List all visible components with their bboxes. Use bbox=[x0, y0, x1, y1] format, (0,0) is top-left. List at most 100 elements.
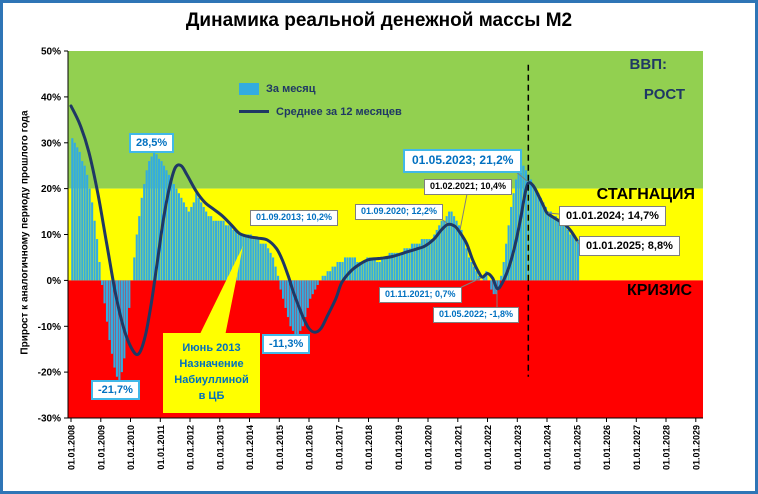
bar bbox=[262, 243, 265, 281]
legend-item-monthly: За месяц bbox=[239, 80, 402, 97]
bar bbox=[448, 211, 451, 281]
bar bbox=[103, 280, 106, 304]
bar bbox=[577, 240, 580, 281]
bar bbox=[291, 280, 294, 331]
bar bbox=[101, 280, 104, 285]
bar bbox=[376, 262, 379, 281]
bar bbox=[574, 239, 577, 281]
bar bbox=[356, 262, 359, 281]
bar bbox=[445, 216, 448, 281]
bar bbox=[93, 220, 96, 281]
bar bbox=[153, 149, 156, 281]
bar bbox=[458, 225, 461, 281]
bar bbox=[222, 220, 225, 281]
bar bbox=[366, 257, 369, 281]
bar bbox=[475, 271, 478, 281]
bar bbox=[440, 220, 443, 281]
x-tick-label: 01.01.2025 bbox=[572, 425, 582, 470]
bar bbox=[529, 179, 532, 281]
bar bbox=[269, 252, 272, 281]
bar bbox=[88, 188, 91, 281]
bar bbox=[197, 197, 200, 281]
bar bbox=[324, 275, 327, 281]
annotation-leader bbox=[459, 193, 468, 231]
bar bbox=[76, 147, 79, 281]
legend-line-swatch-icon bbox=[239, 110, 269, 113]
bar bbox=[81, 161, 84, 281]
legend-label-monthly: За месяц bbox=[266, 82, 316, 95]
bar bbox=[477, 275, 480, 281]
annotation-leader bbox=[576, 240, 580, 245]
bar bbox=[316, 280, 319, 285]
bar bbox=[346, 257, 349, 281]
bar bbox=[306, 280, 309, 308]
bar bbox=[301, 280, 304, 327]
x-tick-label: 01.01.2020 bbox=[424, 425, 434, 470]
bar bbox=[125, 280, 128, 336]
bar bbox=[443, 220, 446, 281]
bar bbox=[165, 170, 168, 281]
annotation-leader bbox=[547, 212, 560, 215]
bar bbox=[492, 280, 495, 295]
callout-nabiullina-appointment: Июнь 2013 Назначение Набиуллиной в ЦБ bbox=[163, 333, 260, 413]
bar bbox=[326, 271, 329, 281]
bar bbox=[420, 239, 423, 281]
bar bbox=[393, 252, 396, 281]
bar bbox=[544, 206, 547, 281]
bar bbox=[378, 262, 381, 281]
bar bbox=[512, 193, 515, 281]
bar bbox=[281, 280, 285, 299]
x-tick-label: 01.01.2009 bbox=[96, 425, 106, 470]
bar bbox=[135, 234, 138, 281]
bar bbox=[190, 206, 193, 281]
bar bbox=[505, 243, 508, 281]
bar bbox=[175, 188, 178, 281]
bar bbox=[371, 257, 374, 281]
bar bbox=[200, 202, 203, 281]
bar bbox=[564, 225, 567, 281]
callout-line: в ЦБ bbox=[198, 389, 225, 402]
bar bbox=[277, 275, 280, 281]
y-axis-title: Прирост к аналогичному периоду прошлого … bbox=[19, 110, 31, 355]
bar bbox=[227, 225, 230, 281]
bar bbox=[274, 266, 277, 281]
bar bbox=[500, 275, 503, 281]
bar bbox=[210, 216, 213, 281]
bar bbox=[435, 229, 438, 281]
bar bbox=[138, 216, 141, 281]
bar bbox=[247, 234, 250, 281]
annotation-pt-2025-01: 01.01.2025; 8,8% bbox=[579, 236, 680, 257]
y-tick-label: -20% bbox=[38, 368, 61, 379]
bar bbox=[167, 174, 171, 281]
bar bbox=[552, 216, 555, 281]
x-tick-label: 01.01.2016 bbox=[305, 425, 315, 470]
bar bbox=[450, 211, 453, 281]
bar bbox=[343, 257, 347, 281]
bar bbox=[391, 252, 394, 281]
bar bbox=[304, 280, 307, 318]
bar bbox=[467, 257, 471, 281]
bar bbox=[453, 216, 456, 281]
annotation-pt-2020-09: 01.09.2020; 12,2% bbox=[355, 204, 444, 220]
bar bbox=[239, 234, 242, 281]
bar bbox=[428, 239, 431, 281]
bar bbox=[113, 280, 116, 368]
y-tick-label: -10% bbox=[38, 322, 61, 333]
bar bbox=[143, 184, 146, 281]
bar bbox=[249, 234, 252, 281]
y-tick-label: 10% bbox=[41, 230, 61, 241]
bar bbox=[272, 257, 275, 281]
bar bbox=[185, 206, 188, 281]
bar bbox=[232, 229, 235, 281]
bar bbox=[433, 234, 436, 281]
bar bbox=[410, 243, 413, 281]
bar bbox=[98, 262, 101, 281]
bar bbox=[549, 211, 552, 281]
bar bbox=[160, 161, 163, 281]
bar bbox=[341, 262, 344, 281]
bar bbox=[562, 225, 565, 281]
x-tick-label: 01.01.2012 bbox=[186, 425, 196, 470]
bar bbox=[358, 262, 361, 281]
bar bbox=[515, 179, 518, 281]
bar bbox=[507, 225, 510, 281]
